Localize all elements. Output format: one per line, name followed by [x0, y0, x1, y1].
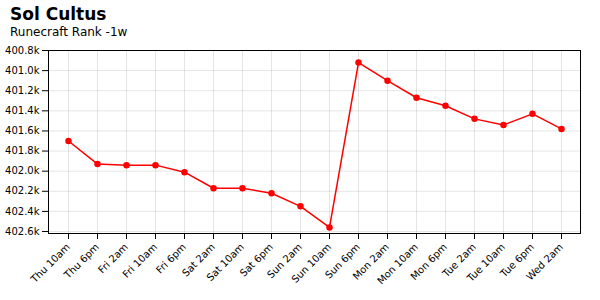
svg-text:401.8k: 401.8k: [5, 145, 40, 156]
svg-text:Sat 10am: Sat 10am: [204, 241, 246, 283]
svg-text:400.8k: 400.8k: [5, 45, 40, 56]
html-text:Runecraft Rank -1w: Runecraft Rank -1w: [10, 25, 128, 39]
svg-text:Sun 6pm: Sun 6pm: [322, 241, 363, 281]
svg-text:402.6k: 402.6k: [5, 226, 40, 237]
svg-text:Tue 6pm: Tue 6pm: [498, 241, 537, 280]
svg-text:401.2k: 401.2k: [5, 85, 40, 96]
svg-text:Mon 2am: Mon 2am: [350, 241, 392, 282]
svg-text:Mon 6pm: Mon 6pm: [408, 241, 449, 282]
svg-text:402.4k: 402.4k: [5, 206, 40, 217]
svg-text:Tue 2am: Tue 2am: [440, 241, 479, 280]
svg-text:402.2k: 402.2k: [5, 185, 40, 196]
svg-text:Thu 6pm: Thu 6pm: [61, 241, 101, 281]
svg-text:402.0k: 402.0k: [5, 165, 40, 176]
svg-text:Sat 6pm: Sat 6pm: [237, 241, 276, 279]
svg-text:Fri 10am: Fri 10am: [121, 241, 160, 280]
svg-text:Fri 2am: Fri 2am: [96, 241, 131, 276]
svg-text:Sun 10am: Sun 10am: [289, 241, 333, 285]
html-text:Sol Cultus: Sol Cultus: [10, 4, 107, 24]
svg-text:Tue 10am: Tue 10am: [464, 241, 507, 284]
svg-text:Thu 10am: Thu 10am: [28, 241, 72, 285]
svg-text:401.0k: 401.0k: [5, 65, 40, 76]
svg-text:401.4k: 401.4k: [5, 105, 40, 116]
svg-text:Sat 2am: Sat 2am: [179, 241, 218, 279]
svg-text:Fri 6pm: Fri 6pm: [153, 241, 189, 276]
svg-text:401.6k: 401.6k: [5, 125, 40, 136]
svg-text:Wed 2am: Wed 2am: [524, 241, 565, 282]
svg-text:Sun 2am: Sun 2am: [265, 241, 305, 281]
